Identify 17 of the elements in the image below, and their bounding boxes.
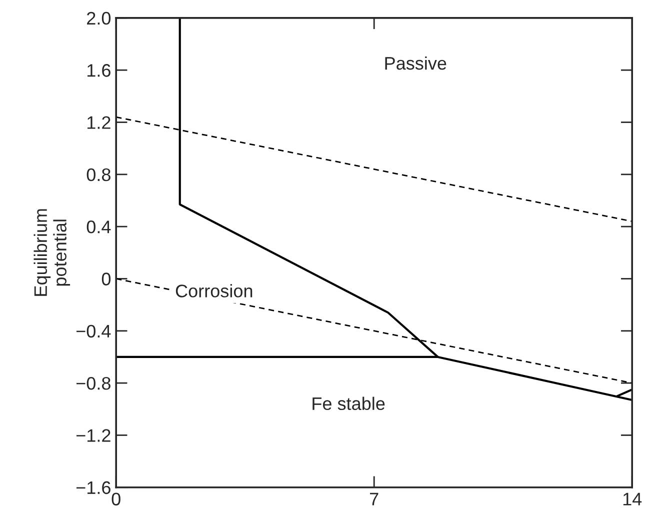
x-tick-label: 14	[623, 492, 642, 506]
y-tick-label: −1.2	[76, 429, 110, 442]
y-tick-label: 2.0	[87, 12, 111, 25]
x-tick-label: 7	[370, 492, 378, 506]
annotation: Corrosion	[176, 284, 252, 298]
y-tick-label: −0.4	[76, 324, 111, 338]
x-tick-label: 0	[112, 492, 120, 506]
annotation: Fe stable	[312, 396, 385, 410]
y-tick-label: −1.6	[76, 481, 110, 494]
annotation: Passive	[385, 56, 446, 70]
y-axis-title: Equilibrium potential	[34, 209, 70, 296]
y-tick-label: 0.8	[86, 168, 110, 182]
y-tick-label: 0.4	[86, 220, 111, 234]
y-tick-label: 1.2	[88, 116, 110, 129]
y-tick-label: 0	[102, 272, 111, 286]
y-tick-label: −0.8	[76, 376, 110, 390]
y-tick-label: 1.6	[88, 64, 110, 77]
